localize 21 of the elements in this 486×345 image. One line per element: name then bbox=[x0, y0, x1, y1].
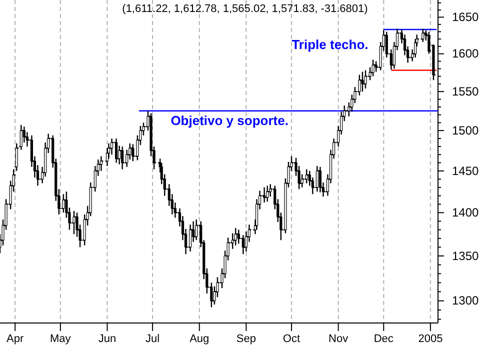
x-tick-label: 2005 bbox=[418, 332, 443, 345]
y-tick-label: 1600 bbox=[452, 46, 480, 61]
annotation: Triple techo. bbox=[292, 37, 368, 52]
annotation: Objetivo y soporte. bbox=[170, 112, 288, 128]
x-tick-label: Sep bbox=[236, 332, 256, 345]
x-tick-label: Jul bbox=[146, 332, 160, 345]
y-tick-label: 1400 bbox=[452, 206, 480, 220]
x-tick-label: Dec bbox=[374, 332, 394, 345]
y-tick-label: 1450 bbox=[452, 164, 480, 178]
x-tick-label: Aug bbox=[190, 332, 210, 345]
x-tick-label: May bbox=[50, 332, 72, 345]
x-tick-label: Nov bbox=[328, 332, 349, 345]
x-tick-label: Jun bbox=[98, 332, 116, 345]
y-tick-label: 1300 bbox=[452, 294, 480, 308]
y-tick-label: 1350 bbox=[452, 248, 480, 263]
y-tick-label: 1550 bbox=[452, 84, 480, 98]
y-tick-label: 1500 bbox=[452, 123, 480, 138]
x-tick-label: Apr bbox=[6, 332, 24, 345]
chart-title: (1,611.22, 1,612.78, 1,565.02, 1,571.83, -31.6801) bbox=[122, 3, 368, 15]
y-tick-label: 1650 bbox=[452, 10, 480, 24]
x-tick-label: Oct bbox=[282, 332, 300, 345]
